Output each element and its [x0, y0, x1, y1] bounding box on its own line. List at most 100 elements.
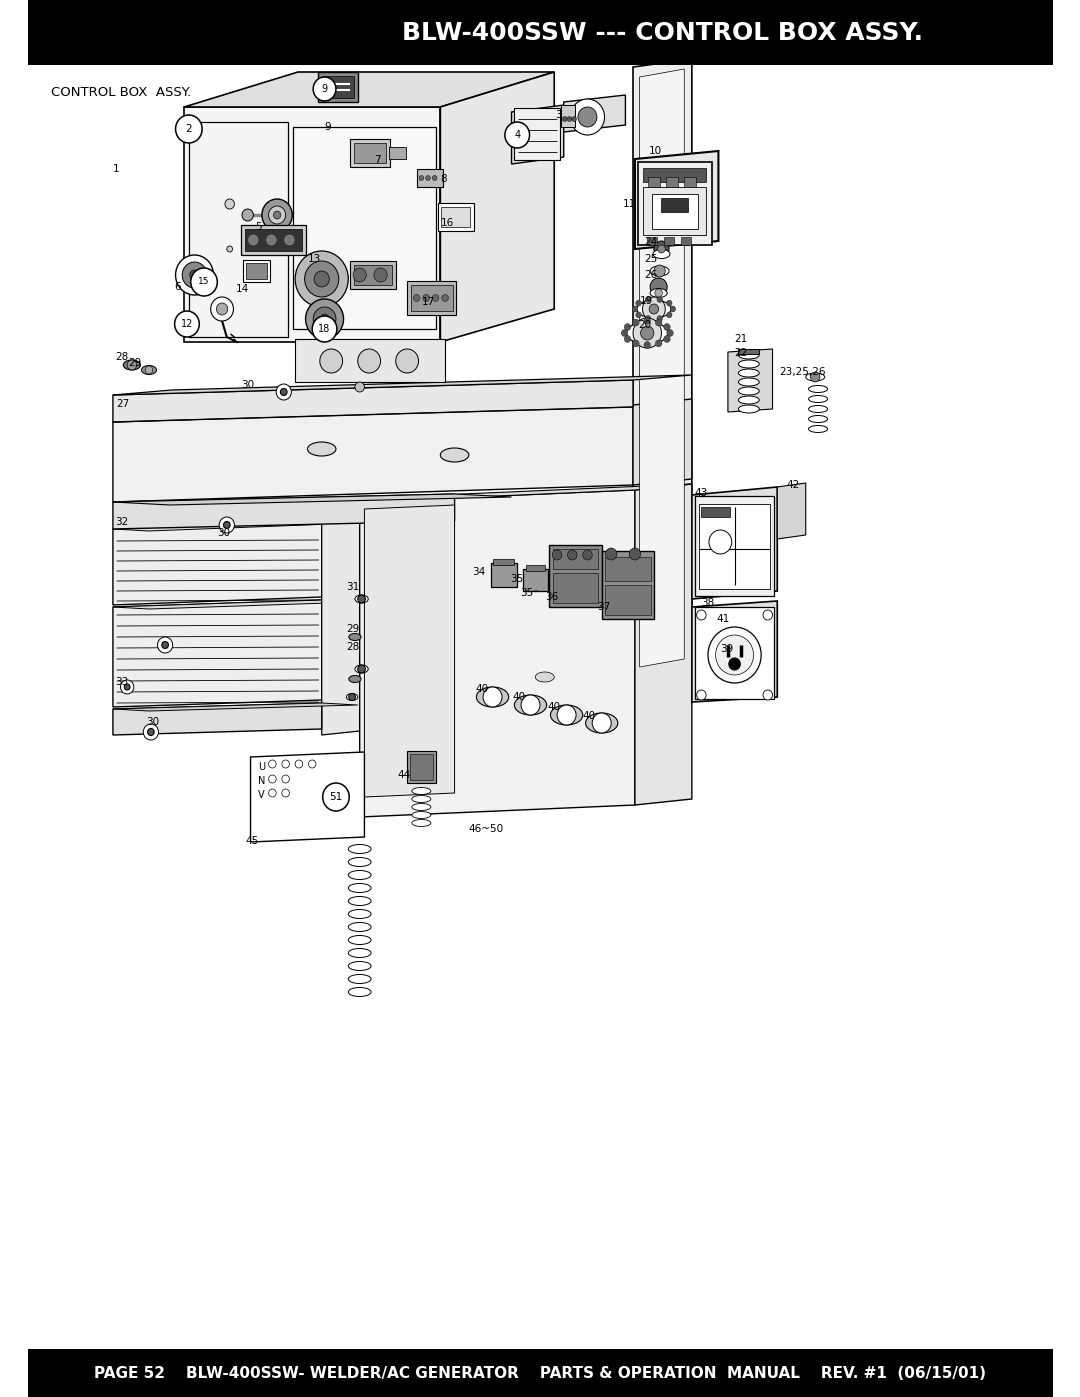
Polygon shape [113, 703, 357, 711]
Polygon shape [294, 127, 435, 330]
Bar [410, 754, 433, 780]
Circle shape [636, 312, 642, 319]
Ellipse shape [514, 694, 546, 715]
Circle shape [422, 295, 430, 302]
Circle shape [144, 724, 159, 740]
Bar [681, 237, 691, 244]
Ellipse shape [809, 426, 827, 433]
Circle shape [633, 319, 661, 348]
Circle shape [267, 235, 276, 244]
Ellipse shape [739, 387, 759, 395]
Text: 46~50: 46~50 [469, 824, 504, 834]
Polygon shape [113, 374, 692, 395]
Circle shape [557, 705, 576, 725]
Text: 10: 10 [649, 147, 662, 156]
Ellipse shape [355, 595, 368, 604]
Ellipse shape [739, 395, 759, 404]
Ellipse shape [349, 676, 361, 683]
Circle shape [764, 690, 772, 700]
Text: 17: 17 [421, 298, 434, 307]
Text: 30: 30 [217, 528, 230, 538]
Text: 5: 5 [255, 222, 262, 232]
Bar [739, 349, 759, 353]
Ellipse shape [441, 448, 469, 462]
Bar [354, 142, 387, 163]
Circle shape [124, 685, 130, 690]
Text: 38: 38 [701, 598, 715, 608]
Bar [350, 138, 390, 168]
Text: 41: 41 [716, 615, 730, 624]
Polygon shape [633, 400, 692, 485]
Ellipse shape [349, 633, 361, 640]
Circle shape [176, 115, 202, 142]
Circle shape [632, 306, 638, 312]
Circle shape [357, 349, 380, 373]
Polygon shape [113, 521, 322, 605]
Circle shape [633, 339, 639, 346]
Circle shape [282, 789, 289, 798]
Circle shape [606, 548, 617, 560]
Circle shape [320, 314, 329, 324]
Polygon shape [113, 599, 357, 609]
Bar [661, 198, 688, 212]
Text: N: N [258, 775, 266, 787]
Polygon shape [564, 95, 625, 131]
Circle shape [176, 256, 214, 295]
Ellipse shape [637, 300, 671, 319]
Bar [685, 177, 696, 187]
Circle shape [633, 319, 639, 326]
Bar [243, 260, 270, 282]
Polygon shape [113, 405, 633, 502]
Text: 24: 24 [645, 237, 658, 247]
Bar [437, 203, 473, 231]
Circle shape [219, 517, 234, 534]
Circle shape [583, 550, 592, 560]
Text: 40: 40 [513, 692, 526, 703]
Text: 35: 35 [511, 574, 524, 584]
Circle shape [621, 330, 627, 337]
Circle shape [227, 246, 232, 251]
Circle shape [645, 316, 651, 321]
Circle shape [225, 198, 234, 210]
Circle shape [663, 324, 671, 331]
Polygon shape [635, 151, 718, 249]
Text: 8: 8 [441, 175, 447, 184]
Text: 6: 6 [175, 282, 181, 292]
Ellipse shape [123, 360, 140, 370]
Circle shape [552, 550, 562, 560]
Circle shape [353, 268, 366, 282]
Circle shape [697, 610, 706, 620]
Polygon shape [728, 349, 772, 412]
Circle shape [432, 295, 438, 302]
Polygon shape [113, 495, 512, 504]
Circle shape [306, 299, 343, 339]
Ellipse shape [348, 858, 372, 866]
Text: 16: 16 [441, 218, 454, 228]
Circle shape [216, 303, 228, 314]
Circle shape [145, 366, 152, 374]
Ellipse shape [411, 803, 431, 810]
Bar [664, 237, 674, 244]
Circle shape [305, 261, 339, 298]
Circle shape [295, 251, 348, 307]
Circle shape [708, 529, 732, 555]
Circle shape [644, 341, 650, 348]
Circle shape [355, 381, 364, 393]
Ellipse shape [411, 788, 431, 795]
Ellipse shape [348, 870, 372, 880]
Circle shape [313, 77, 336, 101]
Circle shape [224, 521, 230, 528]
Bar [241, 225, 306, 256]
Polygon shape [512, 105, 564, 163]
Text: 29: 29 [347, 624, 360, 634]
Polygon shape [113, 521, 357, 531]
Ellipse shape [476, 687, 509, 707]
Circle shape [657, 296, 663, 303]
Circle shape [269, 775, 276, 782]
Bar [494, 559, 514, 564]
Polygon shape [113, 380, 633, 422]
Polygon shape [184, 73, 554, 108]
Circle shape [504, 122, 529, 148]
Text: 28: 28 [114, 352, 129, 362]
Circle shape [650, 278, 667, 296]
